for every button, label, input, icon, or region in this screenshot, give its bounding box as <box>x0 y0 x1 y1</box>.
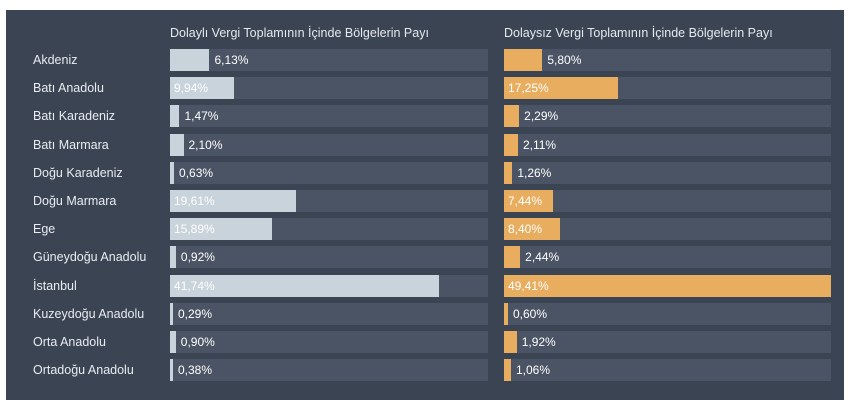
value-label: 41,74% <box>174 278 215 293</box>
bar-track <box>504 49 831 71</box>
indirect-tax-bar <box>170 190 297 212</box>
bar-track <box>170 359 488 382</box>
bar-track <box>170 133 488 156</box>
bar-track <box>170 105 488 128</box>
bar-track <box>504 331 831 353</box>
value-label: 0,60% <box>512 306 547 321</box>
direct-tax-bar <box>504 246 521 269</box>
direct-tax-bar <box>504 190 554 212</box>
value-label: 6,13% <box>214 53 249 67</box>
bar-track <box>504 359 831 382</box>
indirect-tax-bar <box>170 302 173 325</box>
indirect-tax-bar <box>170 218 273 241</box>
value-label: 0,90% <box>180 335 215 349</box>
right-chart-title: Dolaysız Vergi Toplamının İçinde Bölgele… <box>504 26 773 40</box>
value-label: 1,06% <box>516 363 551 378</box>
value-label: 2,11% <box>522 137 557 152</box>
value-label: 15,89% <box>174 222 215 237</box>
value-label: 0,63% <box>179 165 214 180</box>
bar-track <box>504 161 831 184</box>
category-label: Ege <box>33 222 56 237</box>
direct-tax-bar <box>504 331 517 353</box>
bar-track <box>170 331 488 353</box>
category-label: Doğu Karadeniz <box>33 165 123 180</box>
category-label: Doğu Marmara <box>33 194 117 208</box>
value-label: 1,92% <box>521 335 556 349</box>
value-label: 2,44% <box>525 250 560 265</box>
indirect-tax-bar <box>170 274 439 297</box>
value-label: 7,44% <box>508 194 543 208</box>
value-label: 2,29% <box>524 109 559 124</box>
category-label: Batı Karadeniz <box>33 109 115 124</box>
direct-tax-bar <box>504 77 619 100</box>
value-label: 9,94% <box>174 81 209 96</box>
value-label: 2,10% <box>188 137 223 152</box>
direct-tax-bar <box>504 302 508 325</box>
value-label: 1,47% <box>184 109 219 124</box>
bar-track <box>170 246 488 269</box>
value-label: 0,29% <box>178 306 213 321</box>
direct-tax-bar <box>504 105 520 128</box>
bar-track <box>504 190 831 212</box>
value-label: 1,26% <box>517 165 552 180</box>
category-label: Batı Marmara <box>33 137 109 152</box>
indirect-tax-bar <box>170 246 176 269</box>
bar-track <box>170 161 488 184</box>
category-label: Kuzeydoğu Anadolu <box>33 306 145 321</box>
indirect-tax-bar <box>170 77 234 100</box>
value-label: 0,38% <box>178 363 213 378</box>
indirect-tax-bar <box>170 133 184 156</box>
value-label: 19,61% <box>174 194 215 208</box>
chart-panel: Dolaylı Vergi Toplamının İçinde Bölgeler… <box>6 10 844 400</box>
category-label: Ortadoğu Anadolu <box>33 363 134 378</box>
direct-tax-bar <box>504 161 513 184</box>
indirect-tax-bar <box>170 331 176 353</box>
bar-track <box>504 133 831 156</box>
direct-tax-bar <box>504 133 518 156</box>
bar-track <box>170 49 488 71</box>
indirect-tax-bar <box>170 49 210 71</box>
value-label: 17,25% <box>508 81 549 96</box>
category-label: Orta Anadolu <box>33 335 106 349</box>
direct-tax-bar <box>504 49 543 71</box>
indirect-tax-bar <box>170 105 180 128</box>
bar-track <box>170 302 488 325</box>
direct-tax-bar <box>504 359 511 382</box>
left-chart-title: Dolaylı Vergi Toplamının İçinde Bölgeler… <box>170 26 429 40</box>
indirect-tax-bar <box>170 359 173 382</box>
category-label: Batı Anadolu <box>33 81 104 96</box>
bar-track <box>504 218 831 241</box>
value-label: 5,80% <box>547 53 582 67</box>
indirect-tax-bar <box>170 161 175 184</box>
value-label: 8,40% <box>508 222 543 237</box>
category-label: Akdeniz <box>33 53 78 67</box>
bar-track <box>504 105 831 128</box>
direct-tax-bar <box>504 274 831 297</box>
value-label: 49,41% <box>508 278 549 293</box>
value-label: 0,92% <box>180 250 215 265</box>
bar-track <box>504 302 831 325</box>
bar-track <box>170 77 488 100</box>
category-label: Güneydoğu Anadolu <box>33 250 147 265</box>
direct-tax-bar <box>504 218 560 241</box>
category-label: İstanbul <box>33 278 77 293</box>
bar-track <box>504 246 831 269</box>
